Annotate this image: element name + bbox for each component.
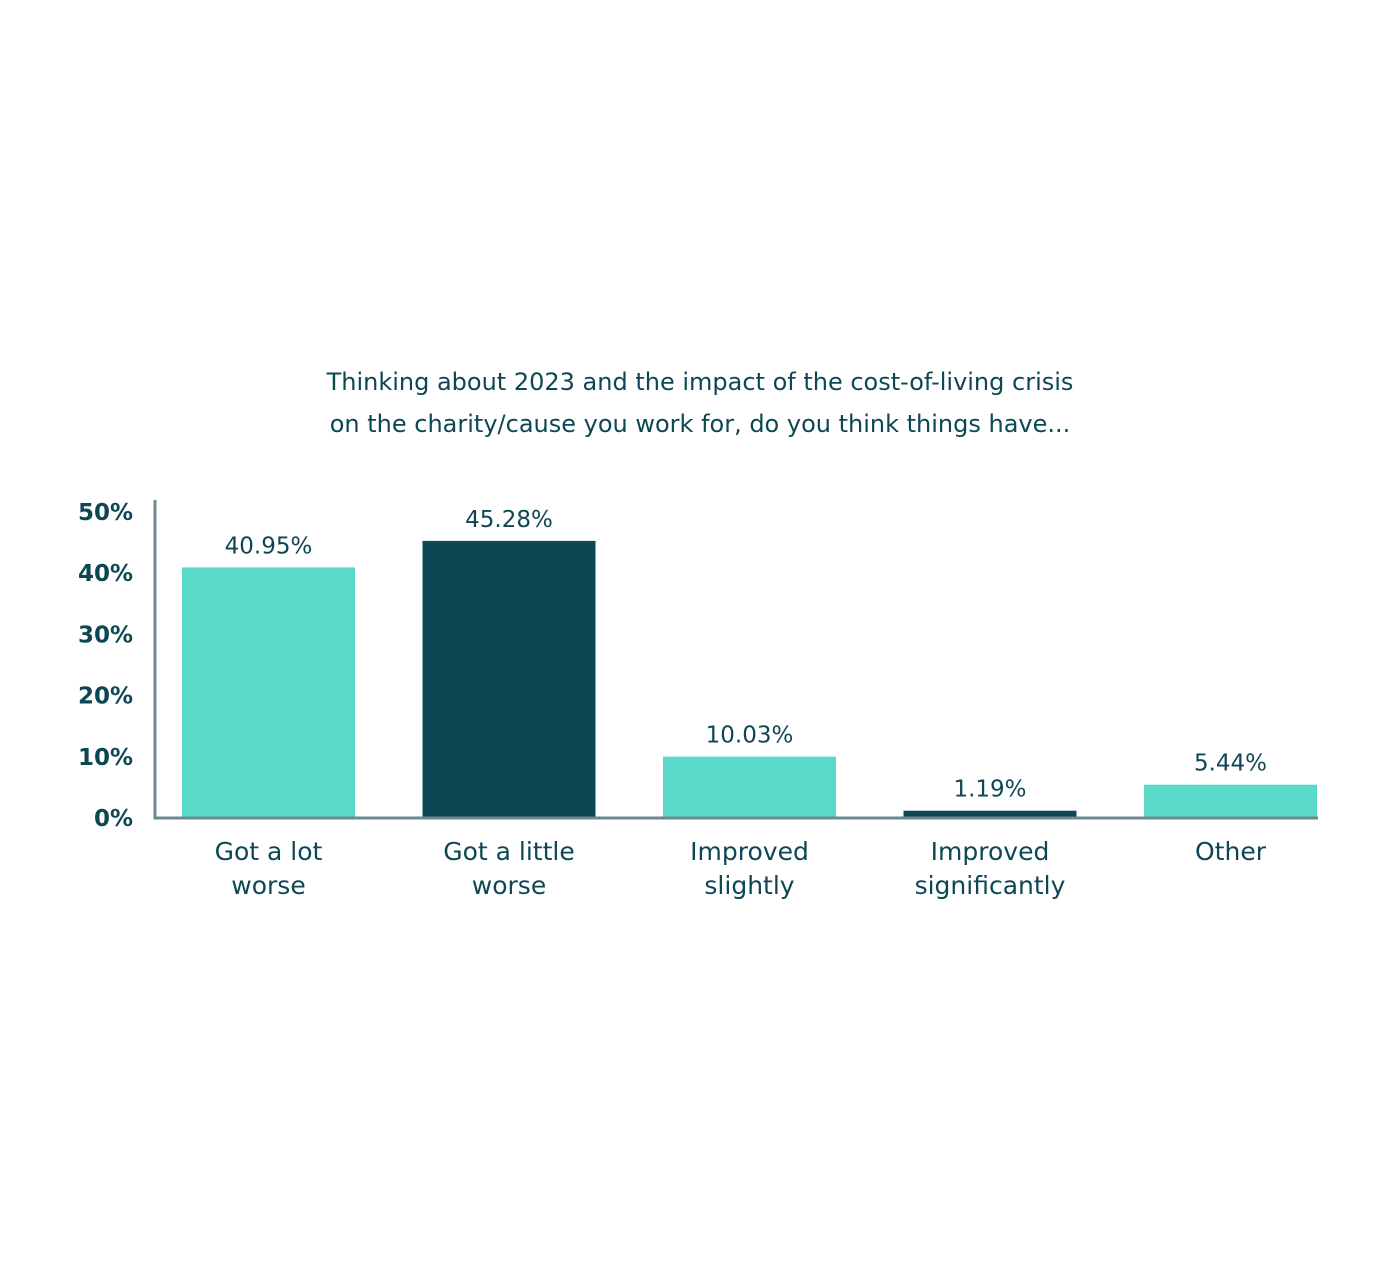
y-tick-label: 20% [78,684,133,710]
chart-title-line: on the charity/cause you work for, do yo… [330,410,1071,438]
category-label: worse [472,871,546,900]
category-label: worse [231,871,305,900]
data-label: 10.03% [706,723,794,749]
category-label: Improved [931,837,1050,866]
category-label: Got a lot [215,837,323,866]
bar [1144,784,1317,818]
y-tick-label: 30% [78,622,133,648]
bar [182,567,355,818]
data-label: 40.95% [225,533,313,559]
data-label: 45.28% [465,507,553,533]
y-tick-label: 40% [78,561,133,587]
category-label: slightly [704,871,794,900]
y-tick-label: 10% [78,745,133,771]
bar [903,810,1077,818]
category-label: Improved [690,837,809,866]
value-labels: 40.95% 45.28% 10.03% 1.19% 5.44% [225,507,1267,803]
category-label: Other [1195,837,1267,866]
chart-title-line: Thinking about 2023 and the impact of th… [326,368,1074,396]
bar [422,540,596,818]
data-label: 5.44% [1194,751,1267,777]
y-tick-label: 0% [94,806,133,832]
category-labels: Got a lot worse Got a little worse Improved s… [215,837,1267,900]
bars [182,540,1317,818]
bar [663,756,836,818]
chart-title: Thinking about 2023 and the impact of th… [326,368,1074,438]
category-label: significantly [915,871,1066,900]
category-label: Got a little [443,837,575,866]
axes [153,500,1318,820]
data-label: 1.19% [953,777,1026,803]
y-axis-ticks: 0% 10% 20% 30% 40% 50% [78,500,133,832]
y-tick-label: 50% [78,500,133,526]
